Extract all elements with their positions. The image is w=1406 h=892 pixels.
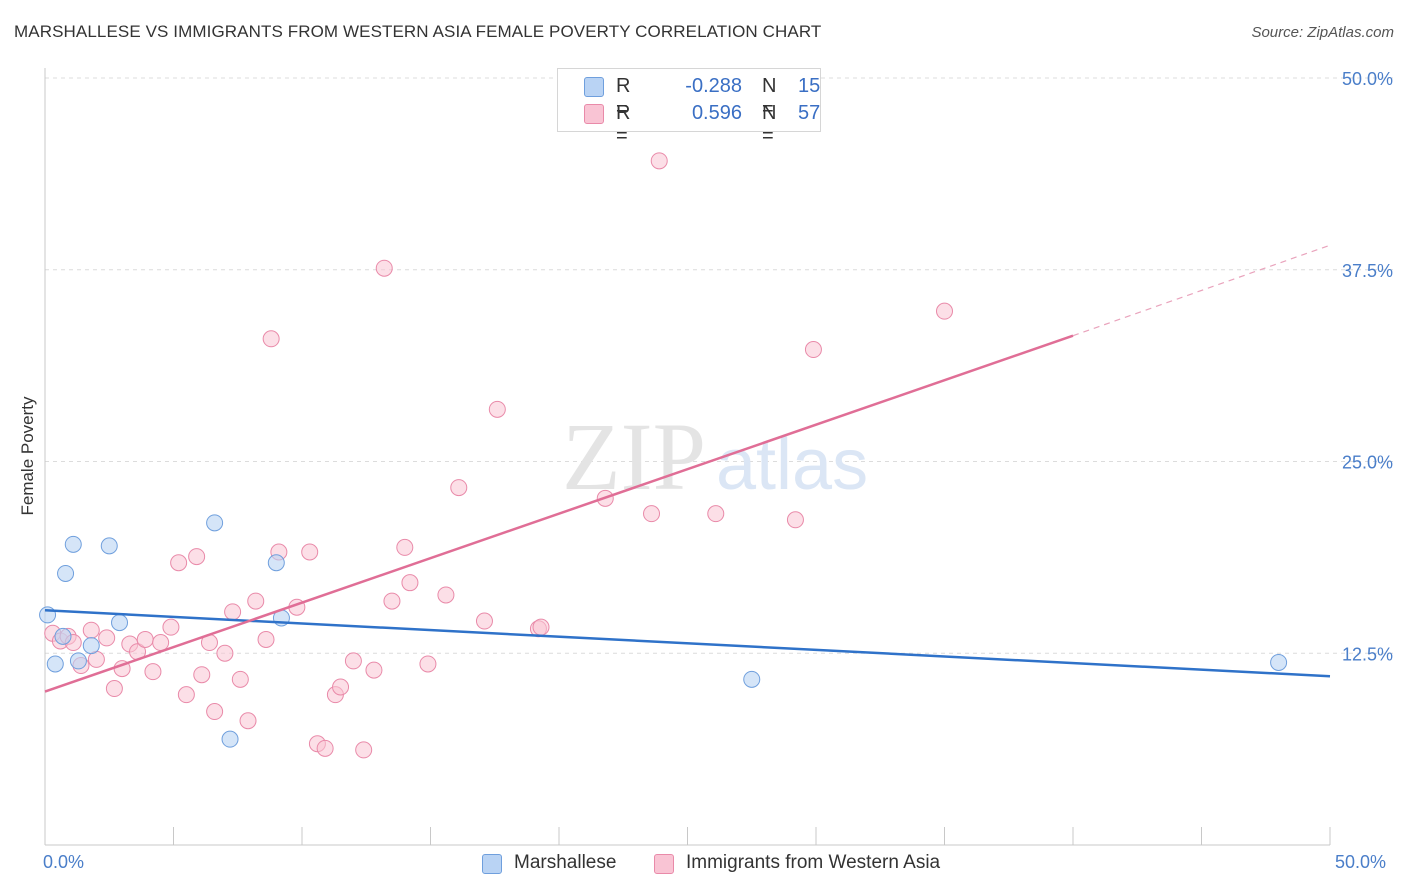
data-point-immigrants xyxy=(152,634,170,652)
data-point-immigrants xyxy=(105,680,123,698)
data-point-immigrants xyxy=(375,259,393,277)
data-point-immigrants xyxy=(170,554,188,572)
data-point-marshallese xyxy=(64,535,82,553)
data-point-immigrants xyxy=(936,302,953,320)
trend-lines xyxy=(44,244,1331,693)
data-point-marshallese xyxy=(743,670,761,688)
legend-label-immigrants: Immigrants from Western Asia xyxy=(686,852,941,873)
data-point-immigrants xyxy=(396,538,414,556)
data-point-immigrants xyxy=(82,621,100,639)
correlation-legend: R = -0.288 N = 15 R = 0.596 N = 57 xyxy=(557,68,821,147)
data-point-immigrants xyxy=(437,586,455,604)
data-point-immigrants xyxy=(188,548,206,566)
data-point-immigrants xyxy=(301,543,319,561)
legend-r-value: 0.596 xyxy=(691,102,742,124)
legend-n-value: 57 xyxy=(798,102,821,124)
data-point-immigrants xyxy=(707,505,725,523)
data-point-immigrants xyxy=(162,618,180,636)
legend-r-label: R = xyxy=(616,75,631,120)
watermark-zip: ZIP xyxy=(562,403,706,510)
data-point-immigrants xyxy=(475,612,493,630)
data-point-immigrants xyxy=(650,152,668,170)
data-point-immigrants xyxy=(98,629,116,647)
legend-n-label: N = xyxy=(762,102,777,147)
data-point-marshallese xyxy=(46,655,64,673)
data-point-immigrants xyxy=(216,644,234,662)
data-point-marshallese xyxy=(100,537,118,555)
data-point-marshallese xyxy=(221,730,239,748)
data-point-immigrants xyxy=(136,630,154,648)
legend-n-label: N = xyxy=(762,75,777,120)
data-point-immigrants xyxy=(786,511,804,529)
data-point-immigrants xyxy=(383,592,401,610)
data-point-immigrants xyxy=(488,400,506,418)
data-point-immigrants xyxy=(401,574,419,592)
trendline-immigrants-extension xyxy=(1072,244,1331,337)
legend-r-label: R = xyxy=(616,102,631,147)
x-tick-label-min: 0.0% xyxy=(43,852,85,872)
y-tick-label: 37.5% xyxy=(1342,261,1393,281)
x-tick-label-max: 50.0% xyxy=(1335,852,1387,872)
data-point-marshallese xyxy=(54,627,72,645)
data-point-marshallese xyxy=(206,514,224,532)
data-point-immigrants xyxy=(316,739,334,757)
data-point-marshallese xyxy=(267,554,285,572)
legend-swatch-blue xyxy=(482,854,502,874)
y-tick-label: 50.0% xyxy=(1342,69,1393,89)
y-tick-label: 25.0% xyxy=(1342,453,1393,473)
data-point-immigrants xyxy=(144,663,162,681)
legend-swatch-blue xyxy=(584,77,604,97)
data-point-immigrants xyxy=(224,603,242,621)
data-point-immigrants xyxy=(193,666,211,684)
data-point-immigrants xyxy=(257,630,275,648)
data-point-immigrants xyxy=(247,592,265,610)
data-point-marshallese xyxy=(1270,653,1288,671)
data-point-immigrants xyxy=(355,741,373,759)
data-point-immigrants xyxy=(239,712,257,730)
watermark-atlas: atlas xyxy=(716,425,868,505)
y-axis-title: Female Poverty xyxy=(18,396,37,516)
data-point-immigrants xyxy=(206,703,224,721)
axes xyxy=(44,68,1331,846)
legend-r-value: -0.288 xyxy=(685,75,742,97)
y-tick-labels: 12.5% 25.0% 37.5% 50.0% xyxy=(1342,69,1393,664)
legend-swatch-pink xyxy=(584,104,604,124)
legend-swatch-pink xyxy=(654,854,674,874)
data-point-marshallese xyxy=(57,564,75,582)
chart-source: Source: ZipAtlas.com xyxy=(1251,24,1394,41)
data-point-immigrants xyxy=(643,505,661,523)
data-point-immigrants xyxy=(804,341,822,359)
data-point-immigrants xyxy=(262,330,280,348)
legend-n-value: 15 xyxy=(798,75,821,97)
data-point-immigrants xyxy=(419,655,437,673)
data-point-immigrants xyxy=(450,479,468,497)
grid-lines xyxy=(45,77,1395,654)
chart-title: MARSHALLESE VS IMMIGRANTS FROM WESTERN A… xyxy=(14,22,822,41)
trendline-immigrants xyxy=(44,334,1074,693)
series-marshallese-points xyxy=(39,514,1288,748)
data-point-marshallese xyxy=(69,652,87,670)
trendline-marshallese xyxy=(44,609,1331,678)
y-tick-label: 12.5% xyxy=(1342,644,1393,664)
data-point-marshallese xyxy=(82,637,100,655)
data-point-immigrants xyxy=(231,670,249,688)
data-point-immigrants xyxy=(177,686,195,704)
data-point-immigrants xyxy=(365,661,383,679)
data-point-immigrants xyxy=(332,678,350,696)
data-point-marshallese xyxy=(111,614,129,632)
data-point-immigrants xyxy=(532,618,550,636)
data-point-immigrants xyxy=(344,652,362,670)
legend-label-marshallese: Marshallese xyxy=(514,852,617,873)
